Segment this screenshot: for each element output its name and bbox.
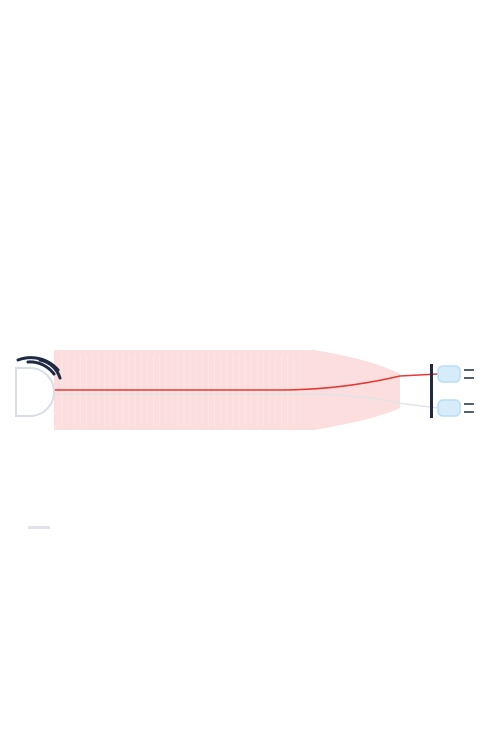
node-target-a [438,366,460,382]
node-target-b [438,400,460,416]
footer-mark [28,526,50,529]
target-bar [430,364,433,418]
source-node [16,368,54,416]
